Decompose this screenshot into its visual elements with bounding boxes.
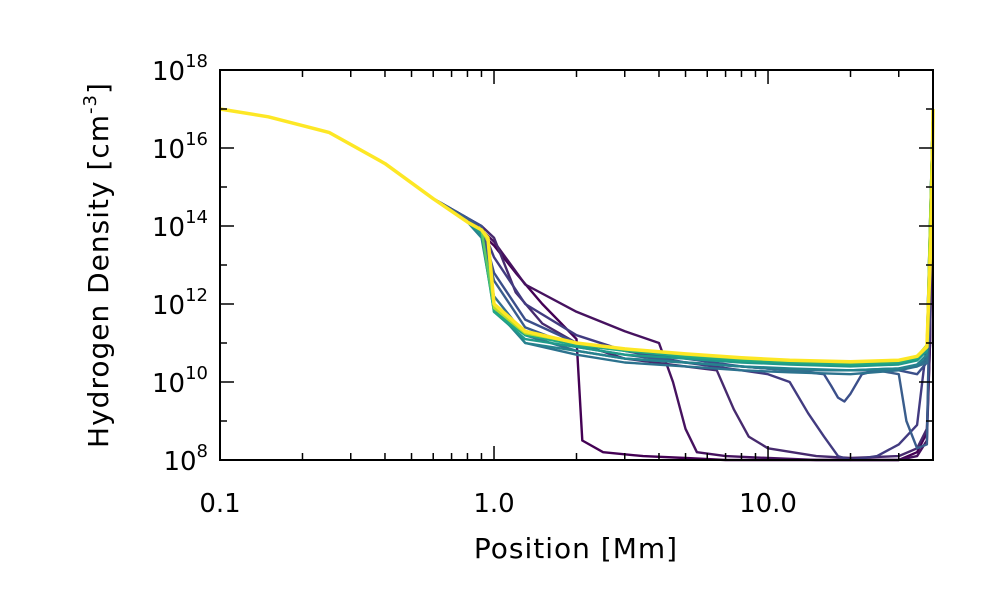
y-axis-label-main: Hydrogen Density [cm [82,114,115,448]
y-tick-base: 10 [152,135,185,165]
series-line-t12 [219,107,935,364]
y-tick-exponent: 18 [185,51,208,72]
series-line-t13 [219,107,935,363]
y-tick-label: 1012 [152,285,208,321]
y-tick-label: 1018 [152,51,208,87]
y-tick-exponent: 14 [185,207,208,228]
x-tick-label: 1.0 [473,489,514,519]
y-tick-label: 108 [163,441,208,477]
y-tick-exponent: 16 [185,129,208,150]
series-line-t4 [219,107,935,462]
y-axis-label-close: ] [82,82,115,94]
series-line-t10 [219,107,935,368]
axis-ticks [219,69,934,461]
x-tick-labels: 0.1 1.0 10.0 [199,489,797,519]
y-axis-label: Hydrogen Density [cm-3] [80,82,115,448]
y-tick-exponent: 12 [185,285,208,306]
y-tick-label: 1016 [152,129,208,165]
series-line-t9 [219,107,935,372]
plot-frame [219,69,934,461]
y-axis-label-exponent: -3 [80,94,101,114]
y-tick-exponent: 10 [185,363,208,384]
series-line-t3 [219,107,935,460]
series-line-t2 [219,107,935,462]
y-tick-label: 1010 [152,363,208,399]
series-line-t1 [219,107,935,462]
y-tick-base: 10 [152,369,185,399]
y-tick-base: 10 [152,291,185,321]
series-line-t6 [219,107,935,450]
y-tick-base: 10 [152,57,185,87]
series-line-t14 [219,107,935,364]
y-tick-label: 1014 [152,207,208,243]
series-line-t11 [219,107,935,366]
y-tick-base: 10 [163,447,196,477]
x-tick-label: 0.1 [199,489,240,519]
x-axis-label: Position [Mm] [474,532,678,565]
series-line-t7 [219,107,935,372]
y-tick-base: 10 [152,213,185,243]
plot-series-group [219,107,935,462]
y-tick-exponent: 8 [197,441,208,462]
x-tick-label: 10.0 [739,489,797,519]
